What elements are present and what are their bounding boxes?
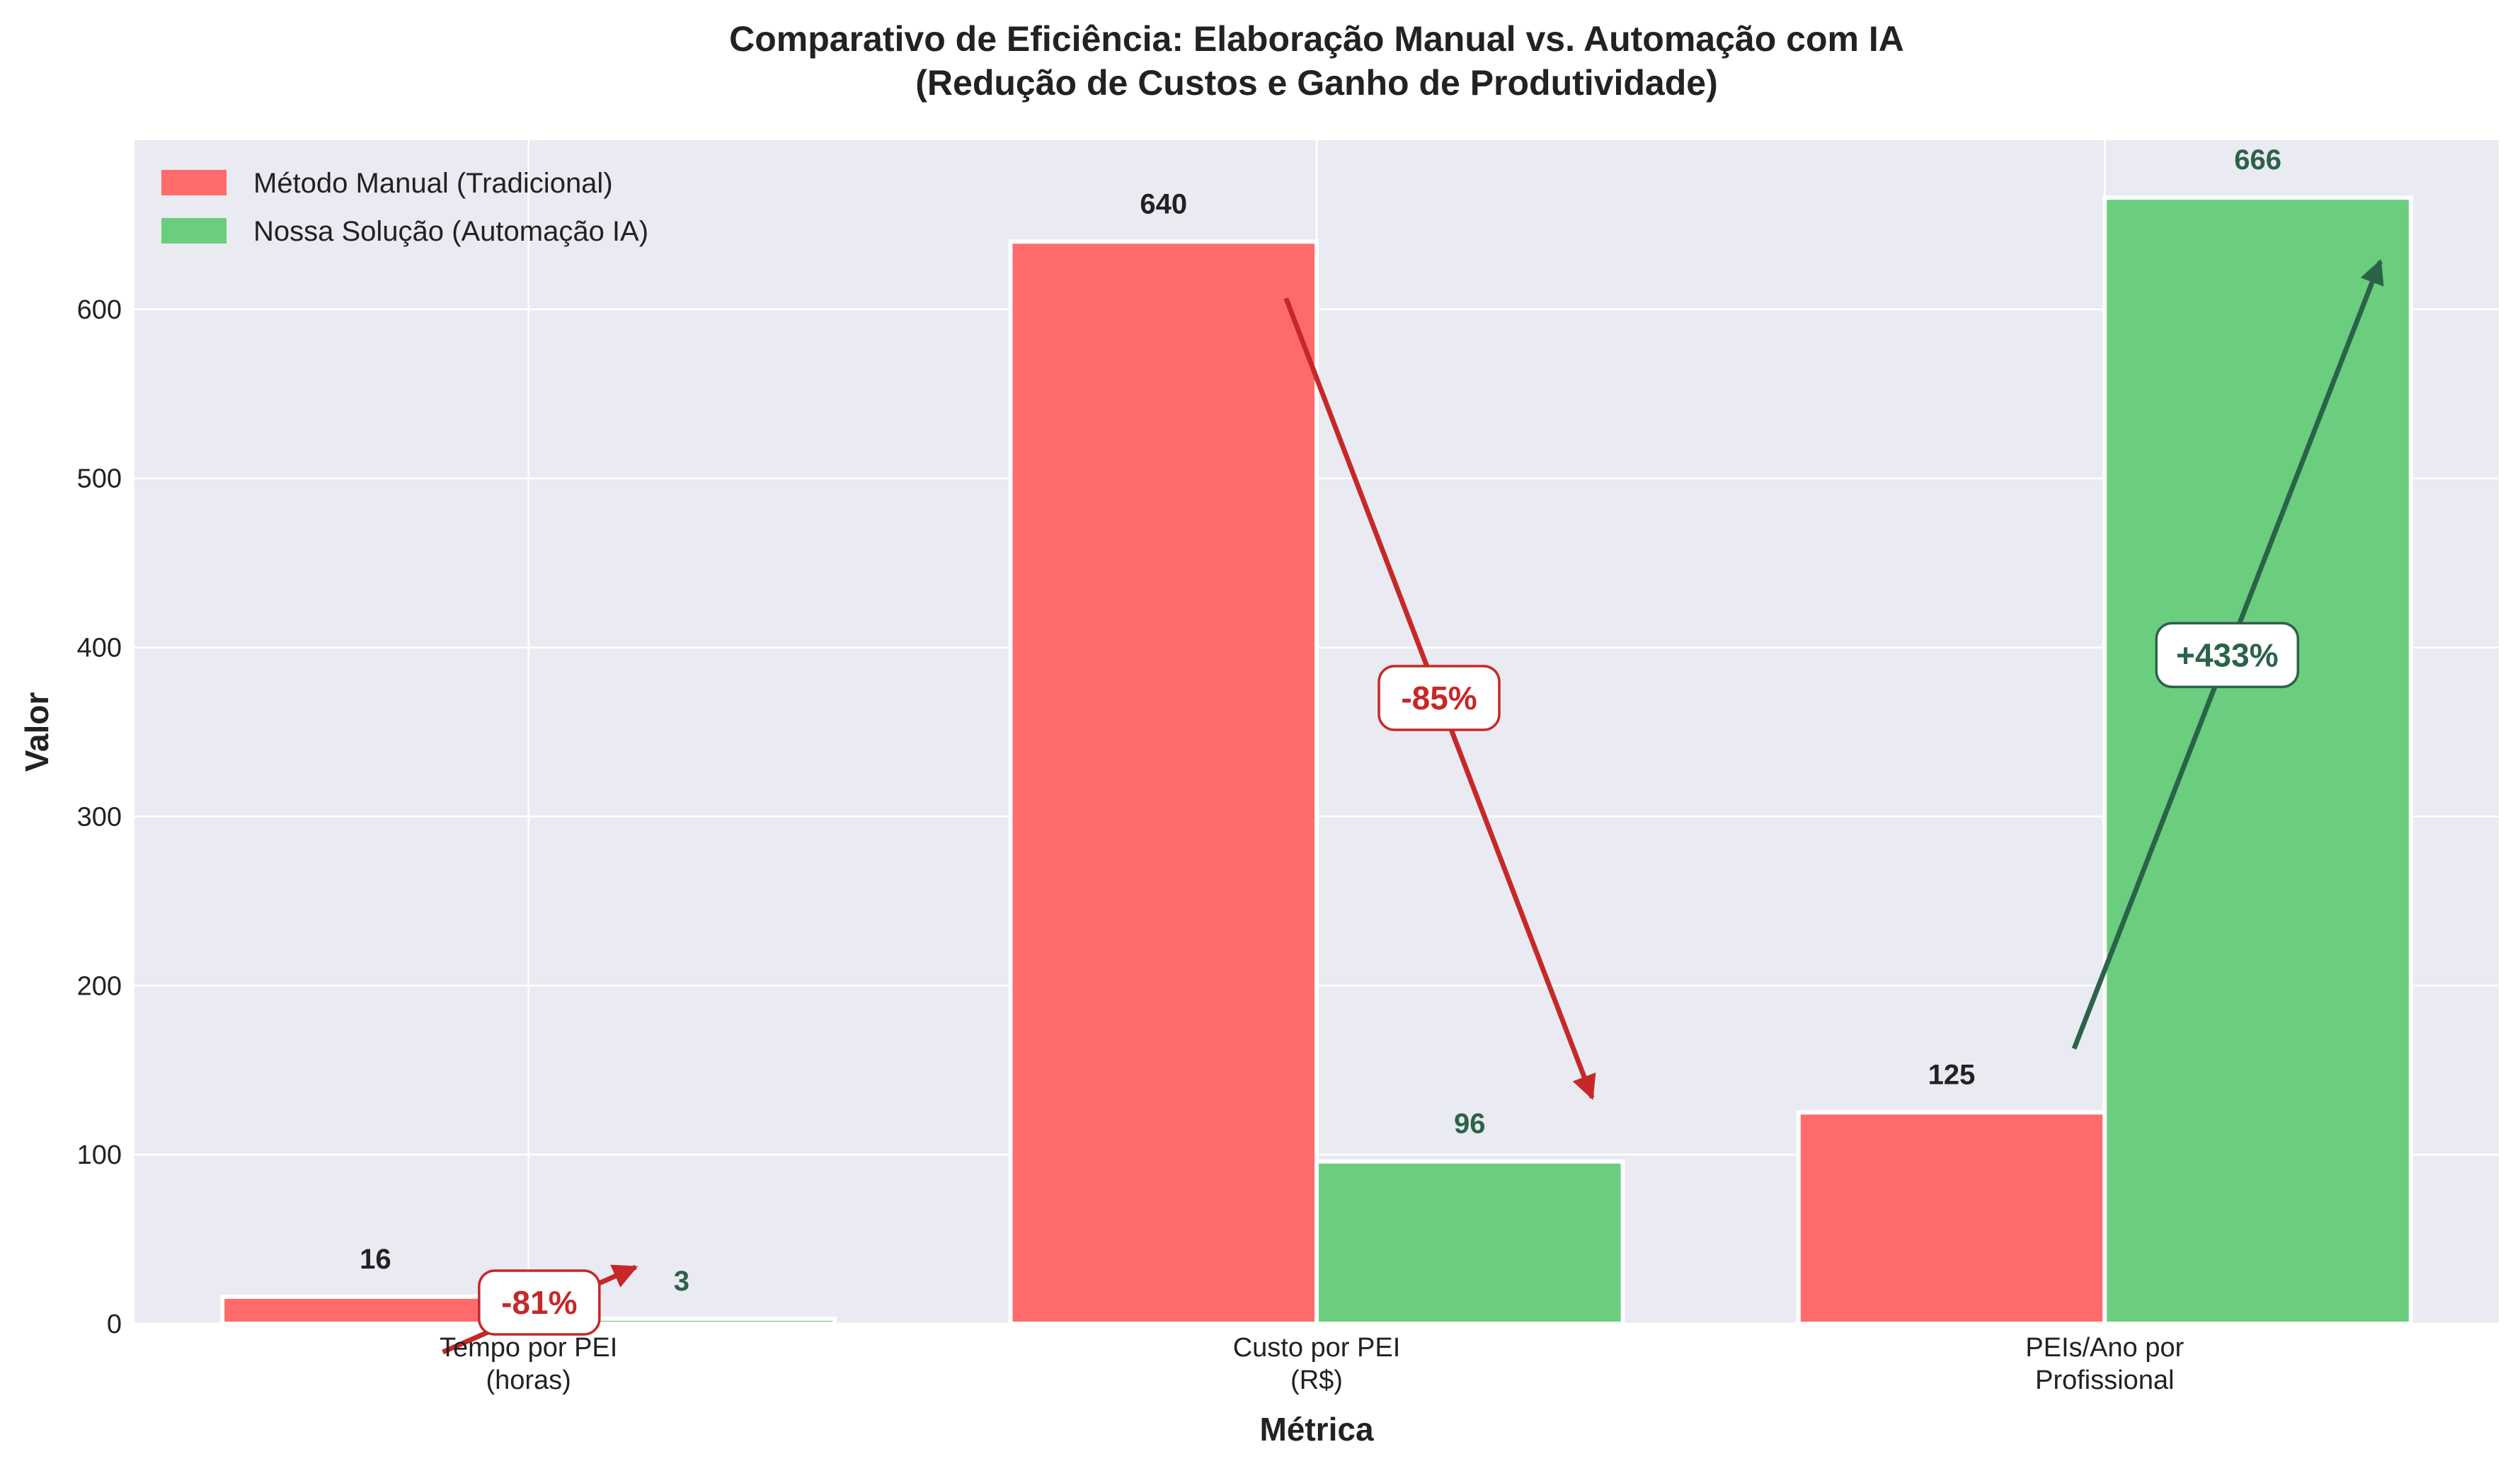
legend-entry: Método Manual (Tradicional) — [253, 168, 613, 199]
value-labels: 16 640 125 3 96 666 — [360, 144, 2281, 1297]
y-tick-label: 200 — [77, 971, 122, 1001]
bar-manual — [1796, 1110, 2107, 1327]
x-tick-label: (R$) — [1290, 1366, 1343, 1395]
change-arrows: -81% -85% +433% — [442, 258, 2384, 1355]
y-tick-label: 300 — [77, 802, 122, 832]
x-axis-label: Métrica — [1259, 1411, 1373, 1448]
chart-title: Comparativo de Eficiência: Elaboração Ma… — [729, 19, 1904, 59]
y-tick-label: 600 — [77, 295, 122, 325]
x-tick-label: Tempo por PEI — [440, 1333, 617, 1363]
x-tick-label: Custo por PEI — [1233, 1333, 1401, 1363]
bar-value-label: 640 — [1140, 188, 1187, 219]
bar-ia — [1315, 1159, 1625, 1326]
y-tick-label: 500 — [77, 464, 122, 494]
bar-value-label: 3 — [674, 1266, 689, 1297]
change-percent-label: -81% — [501, 1284, 577, 1321]
bar-ia — [2102, 195, 2413, 1326]
bars — [220, 195, 2413, 1327]
change-badge — [2155, 622, 2300, 689]
x-tick-label: Profissional — [2035, 1366, 2174, 1395]
bar-value-label: 125 — [1928, 1059, 1976, 1090]
bar-manual — [1008, 239, 1319, 1326]
y-tick-label: 100 — [77, 1140, 122, 1170]
bar-value-label: 96 — [1454, 1109, 1486, 1140]
y-axis-label: Valor — [18, 692, 55, 772]
legend-swatch — [161, 218, 227, 244]
y-tick-label: 0 — [107, 1310, 122, 1339]
change-badge — [1378, 665, 1501, 731]
bar-value-label: 16 — [360, 1244, 391, 1275]
axis-ticks: 0 100 200 300 400 500 600 Tempo por PEI (horas) C… — [77, 295, 2184, 1395]
chart-subtitle: (Redução de Custos e Ganho de Produtivid… — [915, 63, 1717, 103]
legend: Método Manual (Tradicional) Nossa Solução… — [161, 168, 648, 247]
change-percent-label: -85% — [1401, 680, 1477, 716]
change-percent-label: +433% — [2176, 636, 2279, 673]
bar-value-label: 666 — [2234, 144, 2281, 176]
change-badge — [478, 1269, 601, 1336]
legend-swatch — [161, 170, 227, 195]
x-tick-label: (horas) — [486, 1366, 571, 1395]
x-tick-label: PEIs/Ano por — [2025, 1333, 2184, 1363]
legend-entry: Nossa Solução (Automação IA) — [253, 216, 648, 247]
y-tick-label: 400 — [77, 634, 122, 663]
